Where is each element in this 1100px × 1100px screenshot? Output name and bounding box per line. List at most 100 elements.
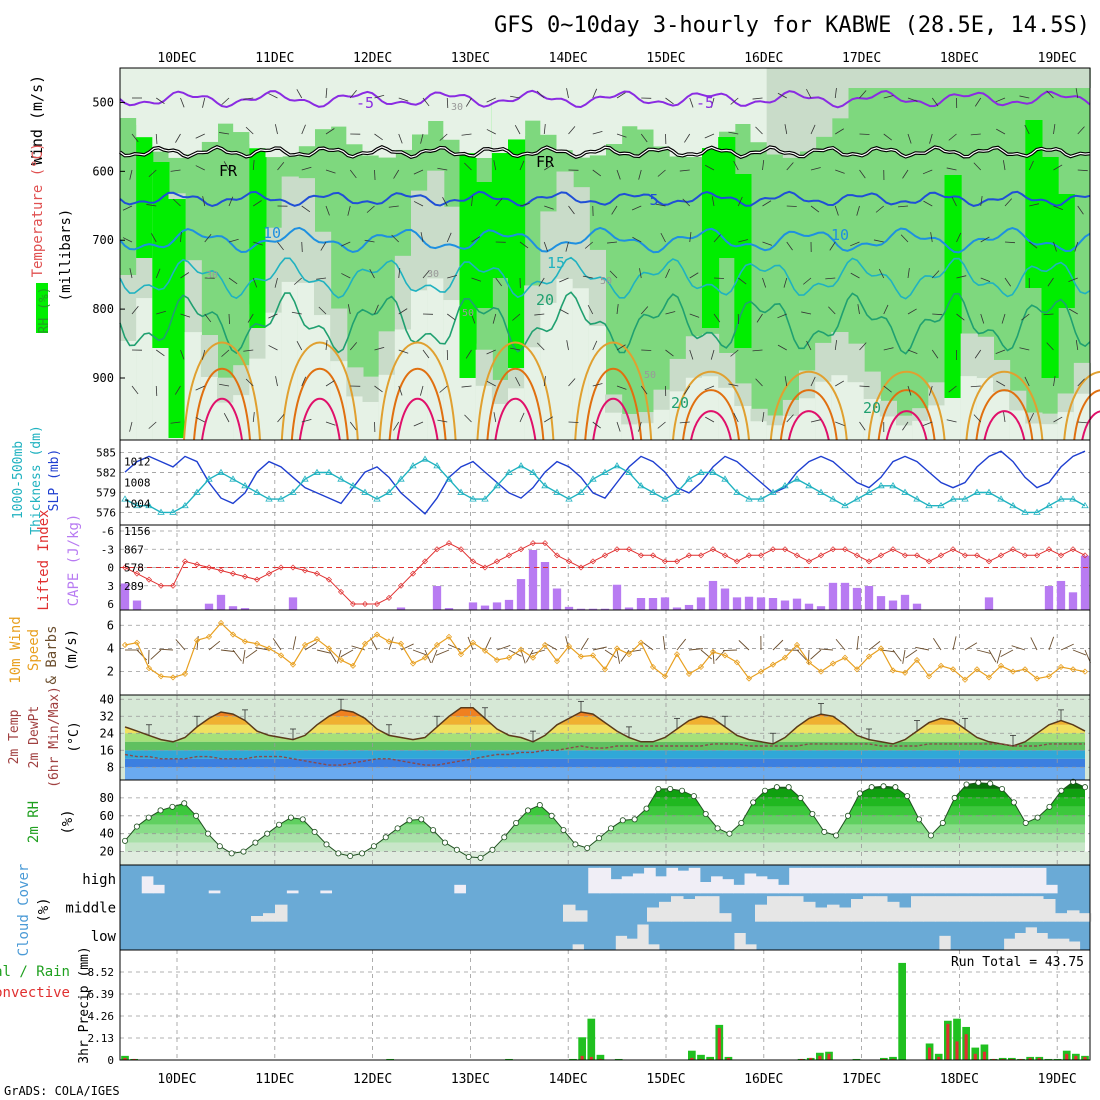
wind-barb-10m (242, 649, 246, 664)
date-tick-bottom: 12DEC (353, 1072, 392, 1087)
temp-dome (787, 410, 830, 441)
precip-convective-bar (1019, 1058, 1023, 1060)
li-point (434, 546, 440, 553)
thickness-point (289, 488, 297, 495)
wind-barb (122, 205, 133, 211)
wind-barb (995, 97, 1006, 103)
wind-barb (252, 277, 258, 288)
li-point (1082, 552, 1088, 559)
rh-tick: 20 (100, 845, 114, 859)
rh-point (1082, 784, 1089, 791)
rh-shade (540, 302, 558, 440)
wind-barb (835, 128, 844, 135)
precip-total-bar (596, 1054, 605, 1060)
wind-barb (1024, 376, 1030, 387)
temp-tick: 8 (107, 760, 114, 774)
rh-shade (734, 174, 752, 348)
cape-axis-label: CAPE (J/kg) (66, 514, 82, 607)
rh-shade (491, 403, 509, 440)
wind-speed-line (124, 622, 1086, 681)
wind-barb (762, 412, 765, 423)
thickness-point (757, 495, 765, 502)
cloud-block (152, 884, 165, 894)
temp-tick: 16 (100, 743, 114, 757)
precip-convective-bar (726, 1057, 730, 1060)
rh-point (335, 850, 342, 857)
wind-barb (565, 241, 569, 252)
thickness-point (973, 488, 981, 495)
thickness-point (505, 468, 513, 475)
wind-barb (875, 205, 885, 213)
wind-axis-label: Wind (m/s) (28, 75, 46, 165)
thickness-point (793, 475, 801, 482)
cape-bar (828, 582, 838, 610)
wind-speed-point (277, 652, 285, 659)
data-layer (118, 88, 1100, 1060)
wind-barb (131, 385, 139, 395)
wind-speed-point (133, 639, 141, 646)
rh-point (880, 783, 887, 790)
cape-bar (816, 606, 826, 610)
rh-shade (217, 68, 235, 124)
rh-shade (120, 68, 138, 118)
slp-tick: 1008 (124, 477, 151, 490)
wind-barb (923, 200, 933, 207)
wind-barb (810, 167, 821, 171)
cloud-block (800, 867, 813, 894)
cloud-block (934, 867, 946, 894)
wind-barb-10m (1072, 649, 1087, 656)
wind-barb (510, 95, 521, 99)
rh-shade (297, 68, 315, 147)
wind-barb (1028, 412, 1035, 423)
wind-barb-10m (435, 649, 450, 656)
wind-barb (859, 90, 867, 99)
cloud-block (811, 867, 824, 894)
wind-barb (907, 268, 910, 279)
wind-barb (447, 274, 458, 279)
rh-point (1010, 799, 1017, 806)
rh-shade (1025, 120, 1043, 288)
wind-barb (616, 133, 627, 138)
wind-barb-10m (1030, 637, 1038, 651)
wind-barb (682, 198, 691, 207)
rh-point (181, 800, 188, 807)
temp-dome (290, 367, 349, 441)
rh-shade (249, 68, 267, 149)
rh-point (916, 816, 923, 823)
cloud-block (1023, 867, 1036, 894)
thickness-point (913, 495, 921, 502)
wind-barb-10m (150, 649, 162, 660)
rh-point (477, 854, 484, 861)
cloud-block (588, 867, 600, 894)
wind-barb (592, 340, 598, 351)
wind-barb (728, 131, 739, 135)
cape-bar (648, 598, 658, 610)
labels-layer: 10DEC 10DEC 11DEC 11DEC 12DEC 12DEC 13DEC 13DEC… (0, 51, 1084, 1087)
thickness-point (589, 475, 597, 482)
thickness-tick: 585 (96, 447, 116, 460)
wind-speed-point (349, 662, 357, 669)
wind-barb (995, 349, 1006, 355)
wind-barb (398, 268, 401, 279)
wind-barb (398, 349, 409, 354)
rh-point (204, 830, 211, 837)
rh-point (157, 807, 164, 814)
rh-point (987, 780, 994, 787)
wind-barb (325, 88, 328, 99)
wind-barb (471, 196, 473, 207)
wind-speed-point (433, 641, 441, 649)
cloud-level-label: middle (65, 901, 116, 917)
rh-shade (1041, 157, 1059, 378)
wind-speed-point (637, 639, 645, 646)
precip-convective-bar (937, 1056, 941, 1060)
wind-barb (316, 277, 327, 280)
wind-barb (640, 385, 648, 395)
li-point (470, 558, 476, 565)
wind-barb (641, 349, 652, 351)
temp-band (125, 750, 1085, 759)
rh-point (999, 785, 1006, 792)
rh-shade (976, 378, 994, 440)
wind-speed-point (1045, 673, 1053, 680)
li-point (1022, 552, 1028, 559)
